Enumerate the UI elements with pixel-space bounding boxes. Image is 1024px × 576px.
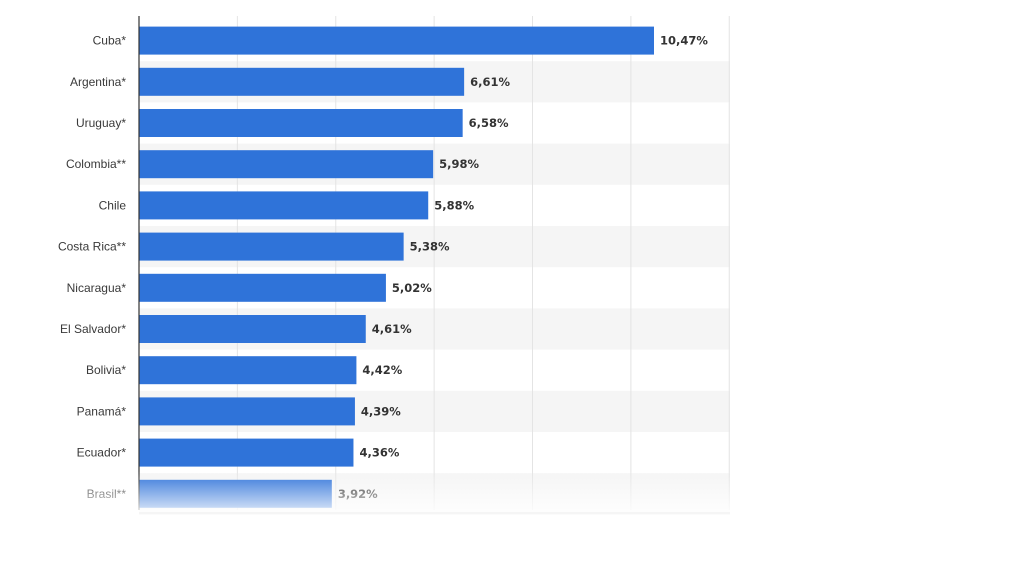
value-label: 5,88% (434, 198, 474, 212)
value-label: 5,38% (410, 240, 450, 254)
bar (139, 191, 429, 220)
bar (139, 356, 357, 385)
bar (139, 109, 463, 137)
category-label: Brasil** (87, 487, 127, 501)
value-label: 6,61% (470, 75, 510, 89)
category-label: Panamá* (77, 404, 127, 418)
category-label: Nicaragua* (67, 281, 127, 295)
bar (139, 273, 386, 302)
value-label: 4,39% (361, 404, 401, 418)
value-label-layer: 10,47% 6,61% 6,58% 5,98% 5,88% 5,38% 5,02% 4,61… (338, 34, 709, 501)
category-label: Uruguay* (76, 116, 126, 130)
bar (139, 67, 465, 96)
value-label: 5,02% (392, 281, 432, 295)
category-label: Chile (99, 198, 127, 212)
value-label: 4,61% (372, 322, 412, 336)
gridline-layer (236, 16, 730, 510)
bar-layer (139, 26, 654, 508)
bar (139, 479, 332, 508)
value-label: 5,98% (439, 157, 479, 171)
bar (139, 26, 654, 55)
bar (139, 232, 404, 261)
category-label: Colombia** (66, 157, 126, 171)
category-label: Costa Rica** (58, 240, 126, 254)
bar (139, 397, 355, 426)
bar (139, 315, 366, 343)
category-label: El Salvador* (60, 322, 126, 336)
value-label: 4,42% (362, 363, 402, 377)
category-label: Bolivia* (86, 363, 126, 377)
category-label: Cuba* (93, 34, 127, 48)
value-label: 10,47% (660, 34, 708, 48)
bar (139, 438, 354, 467)
value-label: 6,58% (469, 116, 509, 130)
category-label: Argentina* (70, 75, 126, 89)
value-label: 4,36% (359, 446, 399, 460)
value-label: 3,92% (338, 487, 378, 501)
bar (139, 150, 434, 179)
category-label: Ecuador* (77, 446, 127, 460)
category-label-layer: Cuba* Argentina* Uruguay* Colombia** Chile Co… (58, 34, 126, 501)
